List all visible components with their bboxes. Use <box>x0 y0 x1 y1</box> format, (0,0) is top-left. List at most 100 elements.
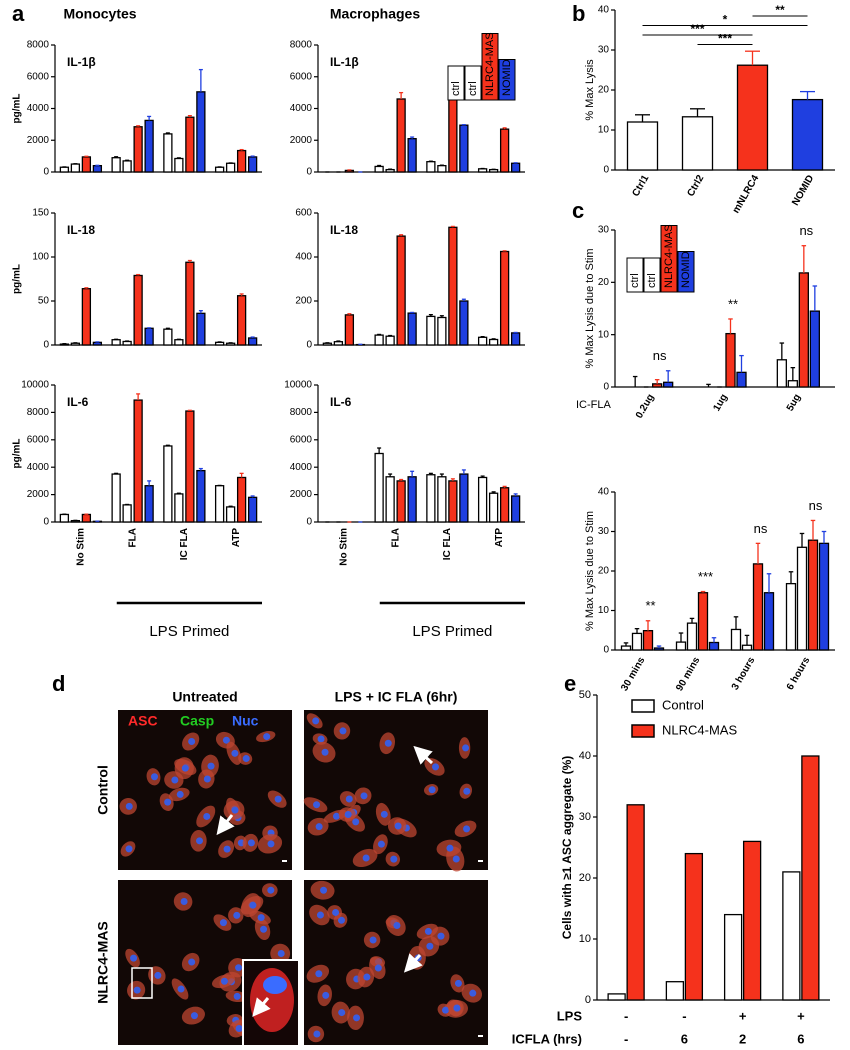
error-bar <box>461 298 466 301</box>
x-tick-label: + <box>797 1008 805 1023</box>
bar <box>163 133 173 173</box>
error-bar <box>239 293 244 296</box>
bar <box>499 250 510 346</box>
stain-label: ASC <box>128 713 158 729</box>
micrograph <box>304 880 488 1045</box>
bar <box>741 644 753 651</box>
error-bar <box>480 475 485 478</box>
bar <box>396 480 406 523</box>
nucleus <box>362 854 370 862</box>
bar <box>510 495 521 523</box>
legend-label: NOMID <box>501 59 513 96</box>
panel-label: c <box>572 198 584 223</box>
nucleus <box>363 973 371 981</box>
x-tick-label: No Stim <box>339 528 350 566</box>
error-bar <box>766 573 772 593</box>
y-tick-label: 50 <box>38 296 50 307</box>
x-tick-label: 2 <box>739 1031 746 1046</box>
bar <box>407 138 417 173</box>
x-tick-label: No Stim <box>76 528 87 566</box>
bar <box>322 342 333 346</box>
x-tick-label: 3 hours <box>730 655 758 692</box>
error-bar <box>399 478 404 481</box>
bar <box>247 156 258 173</box>
bar <box>92 341 103 346</box>
annotation: ** <box>645 598 655 613</box>
y-tick-label: 0 <box>603 382 609 393</box>
error-bar <box>187 259 192 263</box>
legend-label: Control <box>662 697 704 712</box>
bar <box>787 380 798 388</box>
bar <box>374 334 384 346</box>
y-axis-label: pg/mL <box>12 264 23 294</box>
bar <box>510 162 521 173</box>
bar <box>174 157 184 173</box>
bar <box>374 452 384 523</box>
error-bar <box>799 532 805 548</box>
bar <box>477 168 488 173</box>
x-tick-label: 0.2ug <box>634 392 657 420</box>
bar <box>488 168 499 173</box>
bar <box>225 506 236 523</box>
y-tick-label: 4000 <box>27 103 50 114</box>
error-bar <box>347 313 352 315</box>
arrow <box>252 997 271 1017</box>
error-bar <box>480 335 485 338</box>
bar <box>122 504 132 523</box>
nucleus <box>277 950 285 958</box>
error-bar <box>439 473 444 477</box>
nucleus <box>196 837 204 845</box>
x-tick-label: + <box>739 1008 747 1023</box>
nucleus <box>463 787 471 795</box>
bar <box>185 261 195 346</box>
bar <box>396 98 406 173</box>
nucleus <box>352 818 360 826</box>
panel-cytokine: IL-6 <box>330 395 352 409</box>
column-title: Macrophages <box>330 6 420 22</box>
x-tick-label: IC FLA <box>442 528 453 560</box>
legend-swatch <box>631 724 655 738</box>
error-bar <box>377 333 382 336</box>
y-tick-label: 0 <box>306 517 312 528</box>
error-bar <box>788 571 794 584</box>
error-bar <box>410 136 415 139</box>
error-bar <box>114 472 119 475</box>
nucleus <box>462 744 470 752</box>
error-bar <box>733 616 739 630</box>
y-tick-label: 200 <box>295 296 312 307</box>
bar <box>620 645 632 651</box>
bar <box>448 226 458 346</box>
legend-swatch <box>481 33 499 101</box>
x-tick-label: Ctrl1 <box>630 173 651 199</box>
y-tick-label: 10 <box>598 329 610 340</box>
error-bar <box>147 480 152 486</box>
bar <box>385 476 395 523</box>
x-tick-label: mNLRC4 <box>731 173 762 215</box>
error-bar <box>744 634 750 646</box>
column-label: Untreated <box>172 689 237 705</box>
y-tick-label: 0 <box>306 167 312 178</box>
nucleus <box>133 986 141 994</box>
error-bar <box>377 164 382 167</box>
error-bar <box>502 250 507 252</box>
y-tick-label: 30 <box>598 526 610 537</box>
y-tick-label: 400 <box>295 252 312 263</box>
nucleus <box>332 908 340 916</box>
panel-cytokine: IL-18 <box>67 223 95 237</box>
panel-label: e <box>564 671 576 696</box>
error-bar <box>336 340 341 342</box>
bar <box>798 272 809 388</box>
nucleus <box>233 911 241 919</box>
bar <box>225 162 236 173</box>
y-tick-label: 0 <box>43 167 49 178</box>
error-bar <box>239 472 244 478</box>
nucleus <box>315 823 323 831</box>
error-bar <box>84 287 89 289</box>
y-axis-label: % Max Lysis <box>584 59 596 121</box>
y-tick-label: 2000 <box>290 135 313 146</box>
nucleus <box>257 914 265 922</box>
nucleus <box>432 763 440 771</box>
bar <box>642 629 654 651</box>
bar <box>407 476 417 523</box>
